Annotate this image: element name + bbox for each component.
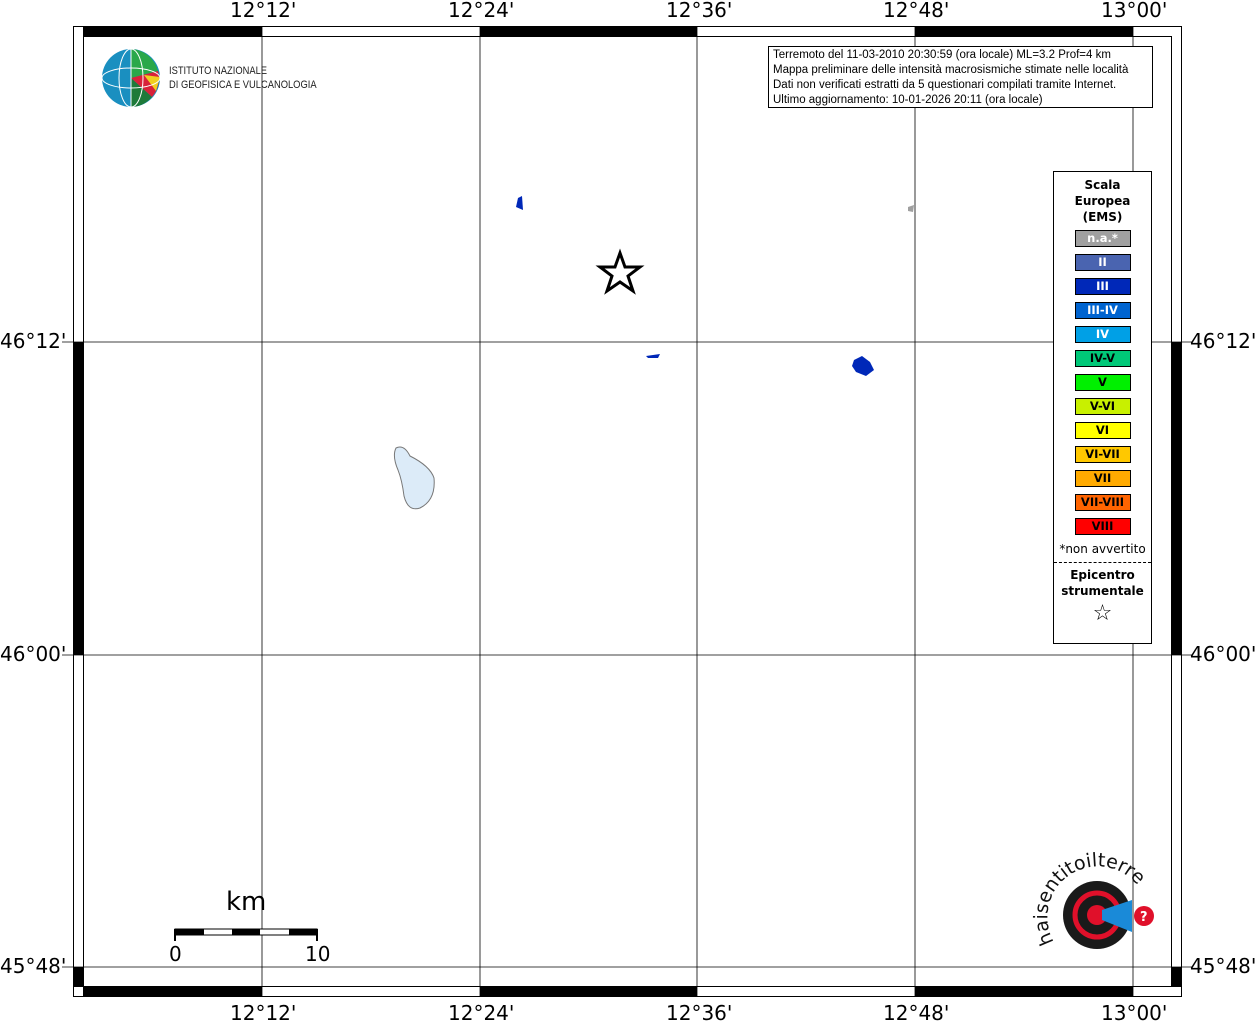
lon-tick-top: 12°12' bbox=[230, 0, 297, 22]
lat-tick-right: 45°48' bbox=[1190, 954, 1255, 978]
legend-swatch-iv-v: IV-V bbox=[1074, 350, 1131, 367]
frame-segment bbox=[915, 27, 1133, 36]
legend-swatch-vi-vii: VI-VII bbox=[1074, 446, 1131, 463]
svg-text:?: ? bbox=[1140, 910, 1148, 925]
legend-swatch-vii-viii: VII-VIII bbox=[1074, 494, 1131, 511]
scale-bar-segment bbox=[289, 929, 317, 935]
event-info-box: Terremoto del 11-03-2010 20:30:59 (ora l… bbox=[768, 46, 1153, 108]
scale-bar-end: 10 bbox=[305, 942, 331, 966]
lat-tick-left: 46°12' bbox=[0, 329, 67, 353]
scale-bar-unit: km bbox=[226, 887, 267, 917]
ingv-name-line1: ISTITUTO NAZIONALE bbox=[169, 65, 268, 77]
ems-legend: Scala Europea (EMS) n.a.* II III III-IV IV IV… bbox=[1053, 171, 1152, 644]
lon-tick-bottom: 12°48' bbox=[883, 1001, 950, 1024]
legend-epicenter-line: Epicentro bbox=[1070, 568, 1135, 582]
map-outer-frame bbox=[73, 26, 1182, 997]
legend-swatch-iii: III bbox=[1074, 278, 1131, 295]
frame-segment bbox=[1172, 967, 1181, 987]
scale-bar-segment bbox=[175, 929, 204, 935]
scale-bar-segment bbox=[232, 929, 260, 935]
scale-bar-start: 0 bbox=[169, 942, 182, 966]
legend-swatch-iii-iv: III-IV bbox=[1074, 302, 1131, 319]
lat-tick-left: 46°00' bbox=[0, 642, 67, 666]
lake bbox=[393, 446, 435, 510]
legend-swatches: n.a.* II III III-IV IV IV-V V V-VI VI VI-VII VII VI… bbox=[1054, 230, 1151, 535]
legend-swatch-v-vi: V-VI bbox=[1074, 398, 1131, 415]
ingv-globe-logo bbox=[101, 48, 161, 108]
frame-segment bbox=[83, 987, 262, 996]
frame-segment bbox=[1172, 342, 1181, 655]
legend-title-line: (EMS) bbox=[1082, 210, 1123, 224]
lon-tick-top: 12°36' bbox=[666, 0, 733, 22]
legend-swatch-iv: IV bbox=[1074, 326, 1131, 343]
locality-not-felt bbox=[908, 205, 914, 212]
lon-tick-bottom: 12°36' bbox=[666, 1001, 733, 1024]
ingv-name: ISTITUTO NAZIONALE DI GEOFISICA E VULCAN… bbox=[169, 64, 317, 92]
legend-note: *non avvertito bbox=[1059, 542, 1146, 556]
lon-tick-top: 12°24' bbox=[448, 0, 515, 22]
legend-title-line: Scala bbox=[1084, 178, 1121, 192]
info-line: Ultimo aggiornamento: 10-01-2026 20:11 (… bbox=[773, 94, 1043, 106]
legend-swatch-n-a-: n.a.* bbox=[1074, 230, 1131, 247]
legend-swatch-v: V bbox=[1074, 374, 1131, 391]
lon-tick-bottom: 13°00' bbox=[1101, 1001, 1168, 1024]
map-inner-frame bbox=[83, 36, 1172, 987]
ingv-name-line2: DI GEOFISICA E VULCANOLOGIA bbox=[169, 79, 317, 91]
legend-title: Scala Europea (EMS) bbox=[1054, 177, 1151, 225]
info-line: Dati non verificati estratti da 5 questi… bbox=[773, 79, 1117, 91]
locality-intensity-iii bbox=[646, 354, 660, 358]
legend-swatch-vi: VI bbox=[1074, 422, 1131, 439]
legend-swatch-ii: II bbox=[1074, 254, 1131, 271]
legend-epicenter-line: strumentale bbox=[1061, 584, 1144, 598]
haisentito-logo: ? haisentitoilterremoto.it bbox=[1032, 852, 1154, 949]
legend-divider bbox=[1054, 562, 1151, 563]
legend-swatch-vii: VII bbox=[1074, 470, 1131, 487]
star-icon: ☆ bbox=[1092, 601, 1113, 626]
frame-segment bbox=[74, 967, 83, 987]
lat-tick-right: 46°00' bbox=[1190, 642, 1255, 666]
legend-epicenter-label: Epicentro strumentale bbox=[1054, 567, 1151, 599]
lat-tick-right: 46°12' bbox=[1190, 329, 1255, 353]
frame-segment bbox=[480, 27, 697, 36]
frame-segment bbox=[480, 987, 697, 996]
lon-tick-top: 13°00' bbox=[1101, 0, 1168, 22]
info-line: Terremoto del 11-03-2010 20:30:59 (ora l… bbox=[773, 49, 1111, 61]
lat-tick-left: 45°48' bbox=[0, 954, 67, 978]
epicenter-star-icon bbox=[595, 248, 645, 295]
legend-swatch-viii: VIII bbox=[1074, 518, 1131, 535]
locality-intensity-iii bbox=[852, 356, 874, 376]
locality-intensity-iii bbox=[516, 196, 523, 210]
info-line: Mappa preliminare delle intensità macros… bbox=[773, 64, 1129, 76]
lon-tick-bottom: 12°12' bbox=[230, 1001, 297, 1024]
frame-segment bbox=[915, 987, 1133, 996]
lon-tick-top: 12°48' bbox=[883, 0, 950, 22]
lon-tick-bottom: 12°24' bbox=[448, 1001, 515, 1024]
frame-segment bbox=[74, 342, 83, 655]
frame-segment bbox=[83, 27, 262, 36]
legend-title-line: Europea bbox=[1074, 194, 1131, 208]
